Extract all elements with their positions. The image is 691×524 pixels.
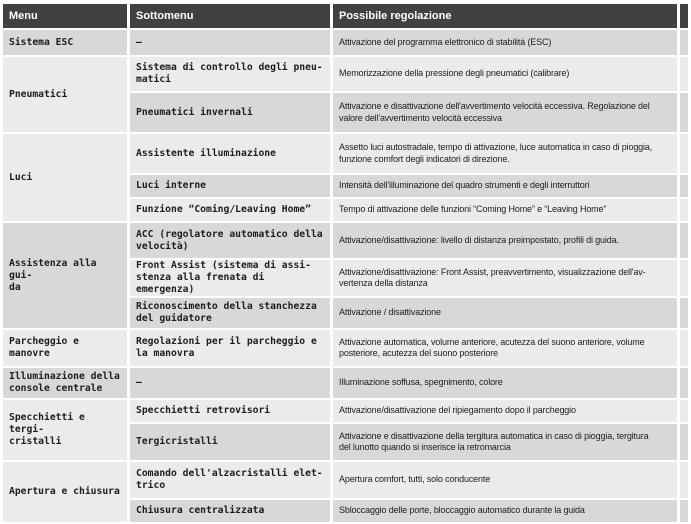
submenu-cell: – [130, 30, 330, 55]
table-row: Parcheggio e manovre Regolazioni per il … [3, 330, 688, 366]
cropped-edge-cell [680, 500, 688, 522]
menu-cell: Apertura e chiusura [3, 462, 127, 522]
cropped-edge-cell [680, 298, 688, 328]
table-row: Pneumatici Sistema di controllo degli pn… [3, 57, 688, 132]
column-header-possibile-regolazione: Possibile regolazione [333, 4, 677, 28]
regulation-cell: Attivazione/disattivazione: livello di d… [333, 223, 677, 258]
menu-cell: Illuminazione della console centrale [3, 368, 127, 398]
submenu-cell: – [130, 368, 330, 398]
regulation-cell: Attivazione automatica, volume anteriore… [333, 330, 677, 366]
cropped-edge-cell [680, 330, 688, 366]
menu-cell: Luci [3, 134, 127, 221]
table-row: Apertura e chiusura Comando dell'alzacri… [3, 462, 688, 522]
column-header-menu: Menu [3, 4, 127, 28]
submenu-cell: Specchietti retrovisori [130, 400, 330, 422]
regulation-cell: Attivazione e disattivazione dell'avvert… [333, 93, 677, 132]
table-row: Tergicristalli Attivazione e disattivazi… [3, 424, 688, 460]
table-row: Specchietti e tergi- cristalli Specchiet… [3, 400, 688, 460]
regulation-cell: Assetto luci autostradale, tempo di atti… [333, 134, 677, 173]
menu-cell: Sistema ESC [3, 30, 127, 55]
table-header-row: Menu Sottomenu Possibile regolazione [3, 4, 688, 28]
table-row: Chiusura centralizzata Sbloccaggio delle… [3, 500, 688, 522]
regulation-cell: Attivazione/disattivazione: Front Assist… [333, 260, 677, 296]
table-row: Assistenza alla gui- da ACC (regolatore … [3, 223, 688, 328]
submenu-cell: Comando dell'alzacristalli elet- trico [130, 462, 330, 498]
regulation-cell: Tempo di attivazione delle funzioni “Com… [333, 199, 677, 221]
cropped-edge-header-cell [680, 4, 688, 28]
cropped-edge-cell [680, 175, 688, 197]
menu-cell: Specchietti e tergi- cristalli [3, 400, 127, 460]
table-row: Pneumatici invernali Attivazione e disat… [3, 93, 688, 132]
regulation-cell: Attivazione del programma elettronico di… [333, 30, 677, 55]
menu-cell: Assistenza alla gui- da [3, 223, 127, 328]
cropped-edge-cell [680, 260, 688, 296]
submenu-cell: Funzione “Coming/Leaving Home” [130, 199, 330, 221]
regulation-cell: Intensità dell'illuminazione del quadro … [333, 175, 677, 197]
submenu-cell: Regolazioni per il parcheggio e la manov… [130, 330, 330, 366]
submenu-cell: Pneumatici invernali [130, 93, 330, 132]
menu-cell: Pneumatici [3, 57, 127, 132]
table-row: Illuminazione della console centrale – I… [3, 368, 688, 398]
table-row: Sistema ESC – Attivazione del programma … [3, 30, 688, 55]
regulation-cell: Attivazione e disattivazione della tergi… [333, 424, 677, 460]
regulation-cell: Attivazione/disattivazione del ripiegame… [333, 400, 677, 422]
submenu-cell: ACC (regolatore automatico della velocit… [130, 223, 330, 258]
regulation-cell: Attivazione / disattivazione [333, 298, 677, 328]
cropped-edge-cell [680, 93, 688, 132]
cropped-edge-cell [680, 134, 688, 173]
menu-cell: Parcheggio e manovre [3, 330, 127, 366]
submenu-cell: Tergicristalli [130, 424, 330, 460]
cropped-edge-cell [680, 30, 688, 55]
cropped-edge-cell [680, 424, 688, 460]
column-header-sottomenu: Sottomenu [130, 4, 330, 28]
regulation-cell: Apertura comfort, tutti, solo conducente [333, 462, 677, 498]
table-row: Front Assist (sistema di assi- stenza al… [3, 260, 688, 296]
cropped-edge-cell [680, 368, 688, 398]
regulation-cell: Memorizzazione della pressione degli pne… [333, 57, 677, 91]
cropped-edge-cell [680, 400, 688, 422]
regulation-cell: Illuminazione soffusa, spegnimento, colo… [333, 368, 677, 398]
submenu-cell: Luci interne [130, 175, 330, 197]
table-row: Riconoscimento della stanchezza del guid… [3, 298, 688, 328]
cropped-edge-cell [680, 223, 688, 258]
cropped-edge-cell [680, 57, 688, 91]
submenu-cell: Sistema di controllo degli pneu- matici [130, 57, 330, 91]
cropped-edge-cell [680, 462, 688, 498]
regulation-cell: Sbloccaggio delle porte, bloccaggio auto… [333, 500, 677, 522]
cropped-edge-cell [680, 199, 688, 221]
table-row: Funzione “Coming/Leaving Home” Tempo di … [3, 199, 688, 221]
table-row: Luci interne Intensità dell'illuminazion… [3, 175, 688, 197]
submenu-cell: Assistente illuminazione [130, 134, 330, 173]
table-row: Luci Assistente illuminazione Assetto lu… [3, 134, 688, 221]
submenu-cell: Chiusura centralizzata [130, 500, 330, 522]
submenu-cell: Front Assist (sistema di assi- stenza al… [130, 260, 330, 296]
submenu-cell: Riconoscimento della stanchezza del guid… [130, 298, 330, 328]
